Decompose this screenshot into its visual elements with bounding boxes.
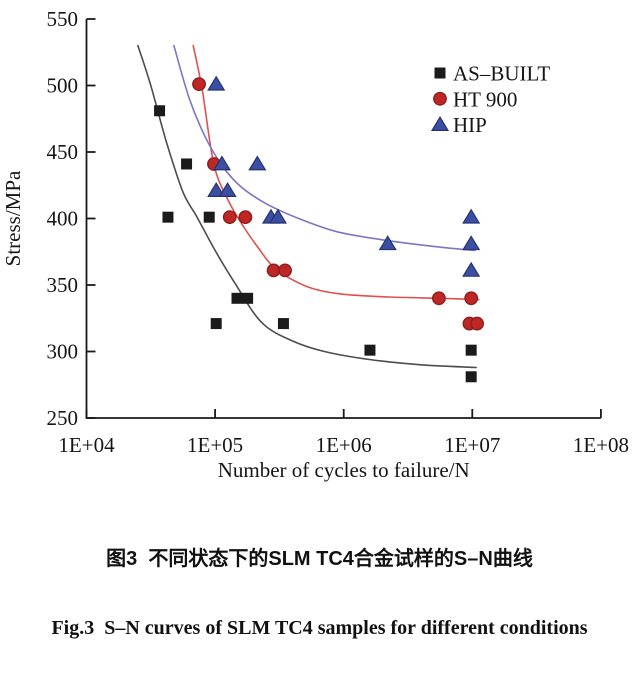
data-point-circle: [222, 210, 237, 225]
data-point-triangle: [430, 116, 450, 131]
data-point-square: [210, 318, 222, 330]
data-point-square: [434, 67, 446, 79]
data-point-circle: [238, 210, 253, 225]
data-point-triangle: [212, 155, 231, 171]
data-point-square: [465, 344, 477, 356]
caption-chinese: 图3 不同状态下的SLM TC4合金试样的S–N曲线: [106, 548, 533, 570]
data-point-circle: [278, 263, 292, 278]
data-point-triangle: [218, 182, 237, 197]
data-point-circle: [266, 263, 281, 278]
data-point-square: [231, 292, 243, 304]
y-tick-label: 450: [47, 140, 79, 164]
data-point-circle: [432, 291, 446, 306]
data-point-square: [242, 292, 254, 304]
caption-english: Fig.3 S–N curves of SLM TC4 samples for …: [51, 617, 588, 639]
legend-label-hip: HIP: [453, 113, 487, 137]
data-point-triangle: [268, 208, 287, 224]
data-point-square: [364, 344, 376, 356]
data-point-triangle: [248, 155, 267, 171]
y-tick-label: 350: [47, 273, 79, 297]
figure-sn-curves: 250 300 350 400 450 500 550 1E+04 1E+05 1E+06 1E+0…: [1, 7, 629, 639]
y-axis-title: Stress/MPa: [1, 170, 25, 266]
x-axis-title: Number of cycles to failure/N: [218, 458, 470, 482]
x-tick-label: 1E+04: [58, 433, 115, 457]
data-point-triangle: [207, 182, 226, 197]
y-tick-label: 250: [47, 406, 79, 430]
fit-curve-hip: [173, 44, 476, 252]
legend-label-ht-900: HT 900: [453, 87, 517, 111]
x-tick-label: 1E+08: [573, 433, 629, 457]
data-point-square: [277, 318, 289, 330]
data-point-circle: [470, 316, 485, 331]
data-point-square: [154, 105, 166, 117]
data-point-square: [203, 211, 215, 223]
data-point-triangle: [462, 261, 481, 277]
data-point-circle: [433, 91, 447, 106]
x-tick-label: 1E+07: [444, 433, 500, 457]
sn-curve-chart: 250 300 350 400 450 500 550 1E+04 1E+05 1E+06 1E+0…: [1, 7, 629, 482]
data-point-triangle: [207, 75, 226, 91]
data-point-circle: [464, 291, 479, 306]
fit-curve-as-built: [137, 44, 477, 369]
data-point-triangle: [462, 208, 481, 224]
y-tick-label: 300: [47, 340, 79, 364]
y-tick-label: 400: [47, 207, 79, 231]
legend-label-as-built: AS–BUILT: [453, 62, 550, 86]
figure-caption: 图3 不同状态下的SLM TC4合金试样的S–N曲线 Fig.3 S–N cur…: [0, 497, 639, 676]
fit-curve-ht-900: [192, 44, 480, 301]
y-tick-label: 500: [47, 74, 79, 98]
data-point-triangle: [462, 235, 481, 251]
x-tick-label: 1E+05: [187, 433, 243, 457]
data-point-square: [162, 211, 174, 223]
data-point-square: [465, 371, 477, 383]
data-point-circle: [192, 77, 206, 92]
x-tick-label: 1E+06: [316, 433, 372, 457]
data-point-triangle: [378, 235, 397, 251]
y-tick-label: 550: [47, 7, 79, 31]
data-point-square: [181, 158, 193, 170]
